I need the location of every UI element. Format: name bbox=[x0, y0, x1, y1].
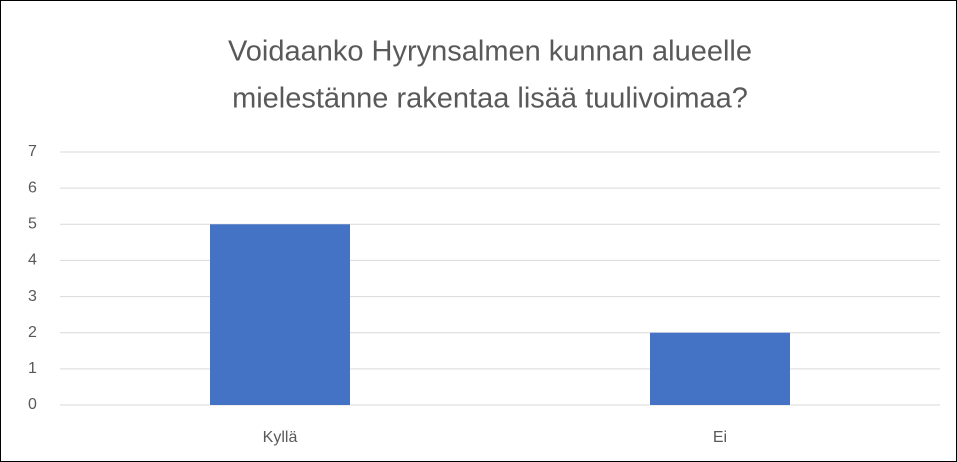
chart-title: Voidaanko Hyrynsalmen kunnan alueelle bbox=[228, 36, 752, 68]
x-tick-label: Kyllä bbox=[263, 429, 298, 446]
y-tick-label: 7 bbox=[28, 143, 37, 160]
y-tick-label: 1 bbox=[28, 360, 37, 377]
y-tick-label: 0 bbox=[28, 396, 37, 413]
y-tick-label: 2 bbox=[28, 324, 37, 341]
y-tick-label: 4 bbox=[28, 252, 37, 269]
bar bbox=[210, 224, 350, 405]
x-tick-label: Ei bbox=[713, 429, 727, 446]
bar bbox=[650, 332, 790, 405]
chart-title: mielestänne rakentaa lisää tuulivoimaa? bbox=[232, 83, 748, 115]
y-tick-label: 6 bbox=[28, 179, 37, 196]
y-tick-label: 5 bbox=[28, 216, 37, 233]
y-tick-label: 3 bbox=[28, 288, 37, 305]
